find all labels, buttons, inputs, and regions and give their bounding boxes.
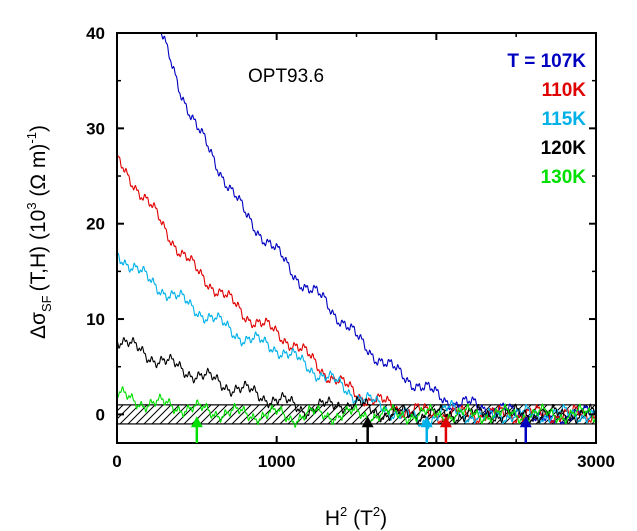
y-axis-title-sup: 3 [24, 202, 39, 209]
x-axis-title-rest: (T [347, 507, 373, 530]
x-axis-title-base: H [325, 507, 340, 530]
legend-entry-2: 115K [542, 109, 587, 130]
onset-arrow-2 [420, 416, 433, 443]
x-tick-label: 2000 [417, 452, 455, 471]
onset-arrow-1 [361, 416, 374, 443]
series-line-4 [117, 386, 596, 428]
y-axis-title-sup2: -1 [24, 132, 39, 144]
legend-entry-0: T = 107K [507, 51, 586, 72]
plot-frame [116, 32, 597, 444]
y-axis-title: ΔσSF (T,H) (103 (Ω m)-1) [24, 125, 54, 339]
series-line-0 [160, 33, 596, 425]
legend-entry-3: 120K [541, 138, 587, 159]
series-line-3 [117, 336, 596, 425]
y-axis-title-sub: SF [39, 295, 54, 312]
x-tick-label: 1000 [258, 452, 296, 471]
y-tick-label: 30 [86, 119, 105, 138]
legend-entry-4: 130K [541, 167, 587, 188]
y-tick-label: 20 [86, 215, 105, 234]
y-axis-title-end: ) [27, 125, 50, 132]
y-axis-title-mid2: (Ω m) [27, 144, 50, 203]
y-axis-title-mid: (T,H) (10 [27, 210, 50, 292]
y-axis-title-prefix: Δσ [27, 312, 50, 339]
y-tick-label: 40 [86, 24, 105, 43]
y-tick-label: 0 [96, 405, 105, 424]
onset-arrow-0 [190, 416, 203, 443]
onset-arrow-3 [439, 416, 452, 443]
sample-label: OPT93.6 [248, 66, 324, 87]
x-axis-title-sup: 2 [340, 504, 347, 519]
y-tick-label: 10 [86, 310, 105, 329]
series-line-1 [117, 152, 596, 425]
x-axis-title-end: ) [380, 507, 387, 530]
series-line-2 [117, 252, 596, 430]
legend-entry-1: 110K [542, 80, 587, 101]
x-axis-title: H2 (T2) [325, 504, 387, 530]
x-tick-label: 0 [112, 452, 121, 471]
onset-arrow-4 [519, 416, 532, 443]
x-axis-title-sup2: 2 [373, 504, 380, 519]
x-tick-label: 3000 [577, 452, 615, 471]
